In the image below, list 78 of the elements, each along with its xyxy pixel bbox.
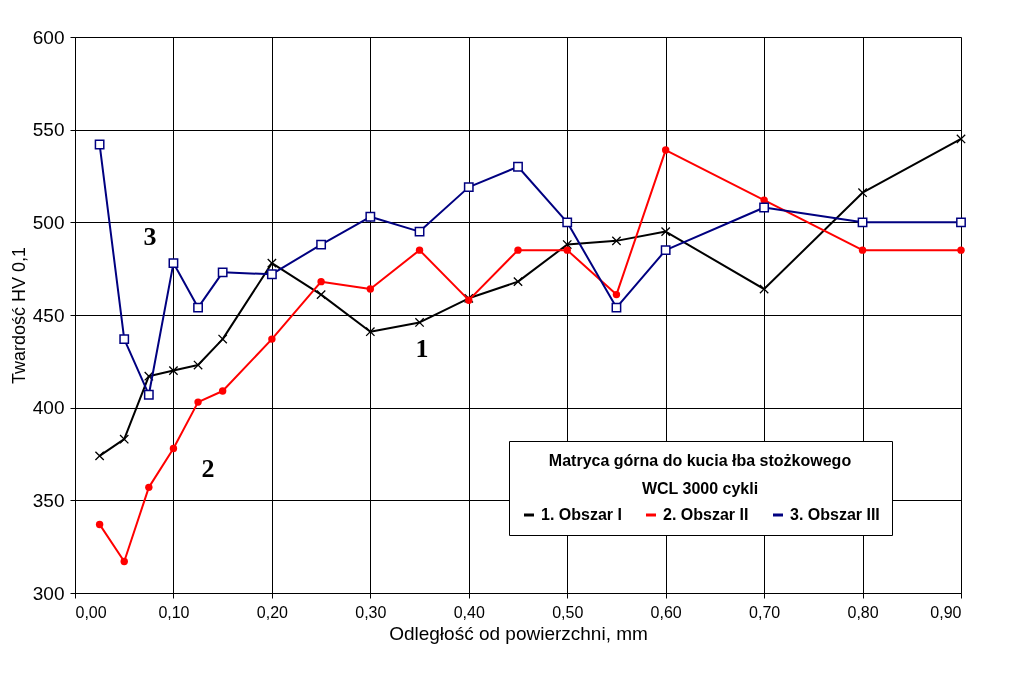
point <box>660 245 671 256</box>
point <box>857 187 868 198</box>
point <box>563 246 571 254</box>
point <box>145 483 153 492</box>
point <box>611 236 622 246</box>
point <box>144 371 154 381</box>
point <box>94 139 105 150</box>
point <box>612 290 621 299</box>
x-tick-label: 0,20 <box>256 603 289 621</box>
point <box>562 217 573 228</box>
point <box>218 387 227 395</box>
point <box>193 302 203 313</box>
y-tick-label: 450 <box>32 304 65 326</box>
y-tick-label: 500 <box>32 211 65 233</box>
point <box>957 246 965 254</box>
point <box>760 196 768 204</box>
point <box>119 434 130 445</box>
point <box>217 267 228 278</box>
point <box>193 360 203 370</box>
point <box>268 335 276 343</box>
annotation: 3 <box>143 222 157 251</box>
point <box>143 389 154 400</box>
y-tick-label: 600 <box>32 26 65 48</box>
point <box>660 226 671 237</box>
y-tick-label: 550 <box>32 119 65 141</box>
point <box>415 246 424 254</box>
x-tick-label: 0,30 <box>355 603 387 621</box>
annotation: 1 <box>415 334 429 363</box>
point <box>168 365 179 376</box>
point <box>759 202 770 213</box>
point <box>611 302 622 313</box>
point <box>365 211 376 222</box>
point <box>513 161 523 172</box>
point <box>95 520 104 529</box>
point <box>168 258 179 269</box>
point <box>414 317 425 328</box>
point <box>661 146 670 154</box>
point <box>317 277 325 286</box>
point <box>366 285 375 293</box>
point <box>316 289 326 300</box>
legend-label: 1. Obszar I <box>541 506 622 523</box>
point <box>217 334 228 344</box>
point <box>365 326 376 337</box>
x-tick-label: 0,90 <box>930 603 962 621</box>
x-tick-label: 0,60 <box>650 603 682 621</box>
x-tick-label: 0,40 <box>453 603 485 621</box>
point <box>956 134 966 144</box>
point <box>94 451 105 461</box>
y-tick-label: 350 <box>32 489 65 511</box>
point <box>562 239 573 250</box>
point <box>119 334 130 345</box>
legend-label: 2. Obszar II <box>663 506 749 523</box>
x-tick-label: 0,80 <box>847 603 879 621</box>
annotation: 2 <box>201 454 215 483</box>
x-tick-label: 0,50 <box>552 603 584 621</box>
point <box>414 226 425 237</box>
point <box>194 398 202 406</box>
x-tick-label: 0,00 <box>75 603 107 621</box>
point <box>514 246 522 254</box>
point <box>956 217 966 228</box>
point <box>266 269 277 280</box>
point <box>463 182 474 193</box>
point <box>267 258 277 268</box>
y-tick-label: 300 <box>32 582 65 604</box>
x-axis-title: Odległość od powierzchni, mm <box>389 622 648 644</box>
point <box>857 217 868 228</box>
y-tick-label: 400 <box>32 397 65 419</box>
point <box>858 246 867 254</box>
legend-title: Matryca górna do kucia łba stożkowego WCL 3000 cykli <box>548 452 852 497</box>
point <box>759 284 769 294</box>
point <box>120 557 128 566</box>
x-tick-label: 0,10 <box>158 603 190 621</box>
point <box>513 276 523 287</box>
y-axis-title: Twardość HV 0,1 <box>8 246 29 385</box>
point <box>316 239 327 250</box>
legend-label: 3. Obszar III <box>790 506 880 523</box>
point <box>169 444 178 453</box>
x-tick-label: 0,70 <box>749 603 781 621</box>
